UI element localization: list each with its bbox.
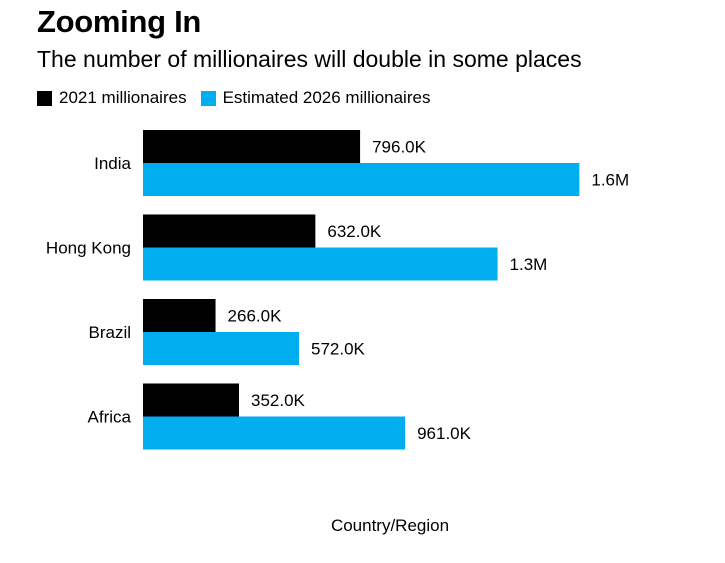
category-label-india: India — [94, 154, 131, 173]
data-label-brazil-2026: 572.0K — [311, 340, 366, 359]
category-label-brazil: Brazil — [88, 323, 131, 342]
legend-item-2021: 2021 millionaires — [37, 88, 187, 108]
bar-india-2021 — [143, 130, 361, 163]
chart-subtitle: The number of millionaires will double i… — [37, 46, 582, 72]
legend-item-2026: Estimated 2026 millionaires — [200, 88, 431, 108]
bar-hong-kong-2021 — [143, 214, 316, 248]
data-label-hong-kong-2021: 632.0K — [327, 222, 382, 241]
bar-africa-2026 — [143, 416, 406, 450]
category-label-hong-kong: Hong Kong — [46, 239, 131, 258]
legend-label-2026: Estimated 2026 millionaires — [222, 88, 431, 107]
legend-swatch-2026 — [200, 90, 216, 106]
bar-brazil-2026 — [143, 332, 299, 365]
data-label-brazil-2021: 266.0K — [228, 307, 283, 326]
data-label-india-2021: 796.0K — [372, 138, 427, 157]
category-label-africa: Africa — [88, 408, 132, 427]
legend-swatch-2021 — [37, 90, 52, 106]
bar-brazil-2021 — [143, 299, 216, 332]
legend: 2021 millionaires Estimated 2026 million… — [37, 88, 444, 108]
x-axis-label: Country/Region — [330, 516, 450, 535]
bar-hong-kong-2026 — [143, 247, 498, 281]
chart-title: Zooming In — [37, 4, 202, 39]
data-label-hong-kong-2026: 1.3M — [510, 255, 548, 274]
bar-africa-2021 — [143, 383, 239, 417]
data-label-africa-2026: 961.0K — [417, 424, 472, 443]
legend-label-2021: 2021 millionaires — [59, 88, 187, 107]
data-label-india-2026: 1.6M — [591, 171, 629, 190]
data-label-africa-2021: 352.0K — [251, 391, 306, 410]
bar-india-2026 — [143, 163, 580, 196]
